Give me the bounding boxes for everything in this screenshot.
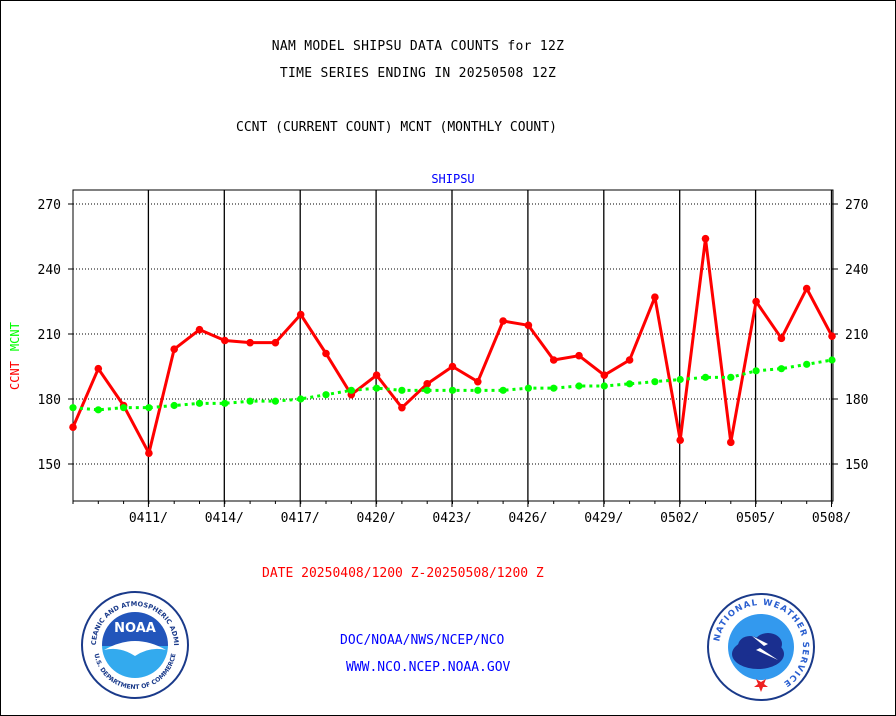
point-ccnt bbox=[448, 362, 457, 371]
point-mcnt bbox=[94, 406, 102, 414]
point-ccnt bbox=[322, 349, 330, 358]
point-mcnt bbox=[626, 380, 634, 388]
x-tick-label: 0420/ bbox=[357, 511, 396, 526]
point-ccnt bbox=[296, 310, 305, 319]
y-axis-label-mcnt: MCNT bbox=[8, 322, 22, 351]
point-ccnt bbox=[802, 284, 811, 293]
point-ccnt bbox=[195, 325, 204, 334]
x-tick-label: 0426/ bbox=[508, 511, 547, 526]
y-tick-label-left: 210 bbox=[38, 328, 61, 343]
point-mcnt bbox=[170, 401, 178, 410]
point-mcnt bbox=[246, 397, 254, 405]
chart-title-line1: NAM MODEL SHIPSU DATA COUNTS for 12Z bbox=[271, 39, 565, 54]
point-mcnt bbox=[322, 391, 330, 399]
x-tick-label: 0502/ bbox=[660, 511, 699, 526]
y-tick-label-right: 150 bbox=[845, 458, 868, 473]
point-mcnt bbox=[297, 395, 305, 403]
point-ccnt bbox=[575, 351, 583, 360]
website-link[interactable]: WWW.NCO.NCEP.NOAA.GOV bbox=[346, 660, 511, 675]
point-mcnt bbox=[69, 404, 77, 412]
point-ccnt bbox=[145, 449, 153, 457]
point-ccnt bbox=[221, 336, 229, 345]
point-ccnt bbox=[246, 338, 254, 347]
point-ccnt bbox=[372, 371, 381, 379]
point-mcnt bbox=[752, 367, 760, 375]
y-tick-label-right: 180 bbox=[845, 393, 868, 408]
x-tick-label: 0505/ bbox=[736, 511, 775, 526]
point-mcnt bbox=[373, 384, 381, 392]
y-tick-label-left: 270 bbox=[38, 198, 61, 213]
point-ccnt bbox=[701, 234, 710, 243]
point-ccnt bbox=[423, 380, 432, 388]
point-ccnt bbox=[676, 436, 684, 444]
point-mcnt bbox=[474, 386, 482, 394]
noaa-logo: NATIONAL OCEANIC AND ATMOSPHERIC ADMINIS… bbox=[80, 590, 189, 699]
point-mcnt bbox=[145, 404, 153, 412]
svg-text:NOAA: NOAA bbox=[114, 621, 156, 636]
org-link[interactable]: DOC/NOAA/NWS/NCEP/NCO bbox=[340, 633, 505, 648]
point-ccnt bbox=[727, 438, 735, 447]
x-tick-label: 0417/ bbox=[281, 511, 320, 526]
point-mcnt bbox=[676, 375, 684, 384]
point-mcnt bbox=[701, 373, 710, 381]
point-ccnt bbox=[625, 356, 634, 364]
x-tick-label: 0429/ bbox=[584, 511, 623, 526]
point-ccnt bbox=[549, 356, 558, 364]
point-mcnt bbox=[120, 404, 128, 412]
x-tick-label: 0508/ bbox=[812, 511, 851, 526]
date-range-label: DATE 20250408/1200 Z-20250508/1200 Z bbox=[262, 566, 544, 581]
plot-title: SHIPSU bbox=[431, 172, 474, 186]
point-ccnt bbox=[828, 332, 836, 340]
y-tick-label-left: 150 bbox=[38, 458, 61, 473]
x-tick-label: 0414/ bbox=[205, 511, 244, 526]
point-mcnt bbox=[448, 386, 457, 394]
y-tick-label-right: 270 bbox=[845, 198, 868, 213]
point-mcnt bbox=[575, 382, 583, 390]
point-ccnt bbox=[94, 364, 103, 373]
point-mcnt bbox=[651, 378, 659, 386]
y-axis-label-ccnt: CCNT bbox=[8, 361, 22, 390]
y-tick-label-left: 180 bbox=[38, 393, 61, 408]
point-mcnt bbox=[550, 384, 558, 392]
point-ccnt bbox=[777, 334, 786, 343]
chart-subtitle: CCNT (CURRENT COUNT) MCNT (MONTHLY COUNT… bbox=[236, 120, 557, 135]
point-ccnt bbox=[524, 321, 533, 330]
point-mcnt bbox=[803, 360, 811, 368]
point-mcnt bbox=[398, 386, 406, 394]
point-mcnt bbox=[221, 399, 229, 407]
point-ccnt bbox=[170, 345, 178, 353]
point-mcnt bbox=[271, 397, 279, 405]
point-ccnt bbox=[499, 317, 507, 325]
point-mcnt bbox=[828, 356, 836, 364]
y-tick-label-right: 210 bbox=[845, 328, 868, 343]
point-mcnt bbox=[347, 386, 355, 394]
point-mcnt bbox=[600, 382, 608, 390]
point-mcnt bbox=[195, 399, 204, 407]
point-mcnt bbox=[777, 365, 786, 373]
x-tick-label: 0423/ bbox=[432, 511, 471, 526]
chart-title-line2: TIME SERIES ENDING IN 20250508 12Z bbox=[279, 66, 557, 81]
point-ccnt bbox=[474, 377, 482, 386]
point-mcnt bbox=[423, 386, 431, 394]
y-tick-label-right: 240 bbox=[845, 263, 868, 278]
point-ccnt bbox=[651, 293, 659, 301]
point-ccnt bbox=[752, 297, 760, 306]
y-axis-label: CCNT MCNT bbox=[8, 322, 22, 390]
point-ccnt bbox=[600, 371, 609, 379]
x-tick-label: 0411/ bbox=[129, 511, 168, 526]
point-mcnt bbox=[727, 373, 735, 381]
nws-logo: NATIONAL WEATHER SERVICE bbox=[707, 593, 815, 701]
point-ccnt bbox=[271, 338, 280, 347]
point-mcnt bbox=[524, 384, 533, 392]
point-ccnt bbox=[69, 423, 77, 431]
point-mcnt bbox=[499, 386, 507, 394]
point-ccnt bbox=[398, 403, 406, 412]
y-tick-label-left: 240 bbox=[38, 263, 61, 278]
